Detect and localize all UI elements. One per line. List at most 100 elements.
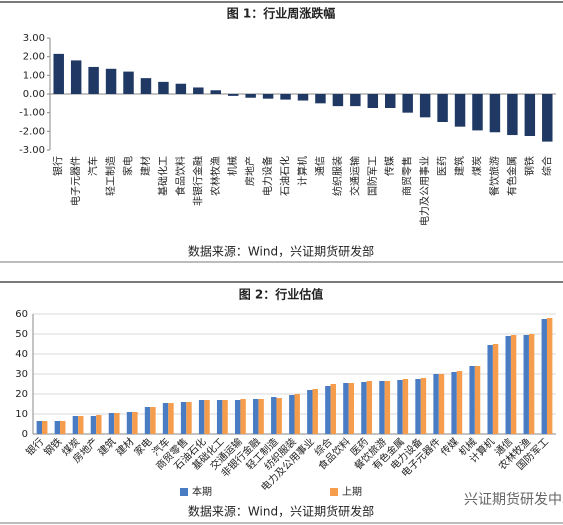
bar <box>385 94 396 108</box>
bar <box>78 416 84 434</box>
bar <box>523 335 529 434</box>
chart-title: 图 1：行业周涨跌幅 <box>227 6 336 21</box>
x-tick-label: 家电 <box>122 156 135 176</box>
legend-label: 本期 <box>192 485 212 498</box>
bar <box>315 94 326 104</box>
x-tick-label: 石油石化 <box>279 156 292 196</box>
y-tick-label: 0 <box>22 429 28 440</box>
bar <box>204 400 210 434</box>
y-tick-label: 30 <box>15 369 28 380</box>
y-tick-label: -1.00 <box>19 108 45 119</box>
y-tick-label: 1.00 <box>23 70 45 81</box>
x-tick-label: 餐饮旅游 <box>488 156 501 196</box>
x-tick-label: 煤炭 <box>470 156 483 176</box>
bar <box>60 421 66 434</box>
bar <box>454 94 466 127</box>
x-tick-label: 钢铁 <box>523 156 536 176</box>
legend-swatch <box>330 488 338 496</box>
y-tick-label: 0.00 <box>23 89 45 100</box>
y-tick-label: -3.00 <box>19 145 45 156</box>
bar <box>186 402 192 434</box>
x-tick-label: 建筑 <box>95 435 118 458</box>
source: 数据来源：Wind，兴证期货研发部 <box>188 244 374 259</box>
y-tick-label: 3.00 <box>23 33 45 44</box>
bar <box>96 415 102 434</box>
x-tick-label: 建筑 <box>453 156 466 176</box>
bar <box>379 381 385 434</box>
bar <box>330 384 336 434</box>
bar <box>510 335 517 434</box>
bar <box>433 374 439 434</box>
bar <box>528 334 535 434</box>
bar <box>541 319 547 434</box>
bar <box>438 374 445 434</box>
x-tick-label: 交通运输 <box>348 156 361 196</box>
bar <box>297 94 309 101</box>
bar <box>505 336 511 434</box>
bar <box>198 400 205 434</box>
bar <box>402 379 409 434</box>
bar <box>180 402 187 434</box>
bar <box>158 81 169 94</box>
bar <box>524 94 536 136</box>
bar <box>216 400 223 434</box>
bar <box>348 383 355 434</box>
bar <box>415 379 421 434</box>
bar <box>126 412 133 434</box>
bar <box>70 60 82 94</box>
bar <box>271 397 277 434</box>
x-tick-label: 综合 <box>540 156 553 176</box>
bar <box>469 366 475 434</box>
bar <box>366 381 373 434</box>
x-tick-label: 农林牧渔 <box>209 156 222 196</box>
bar <box>210 90 221 94</box>
x-tick-label: 汽车 <box>87 156 100 176</box>
y-tick-label: 10 <box>15 409 28 420</box>
bar <box>175 83 187 94</box>
bar <box>140 78 152 94</box>
source: 数据来源：Wind，兴证期货研发部 <box>188 504 374 519</box>
bar <box>105 68 117 94</box>
x-tick-label: 房地产 <box>244 156 257 186</box>
x-tick-label: 机械 <box>226 156 239 176</box>
bar <box>132 412 138 434</box>
x-tick-label: 电子元器件 <box>69 156 82 206</box>
bar <box>451 372 457 434</box>
bar <box>307 390 313 434</box>
legend-label: 上期 <box>342 486 362 498</box>
x-tick-label: 传媒 <box>438 436 461 459</box>
bar <box>90 416 97 434</box>
y-tick-label: 50 <box>15 329 28 340</box>
bar <box>419 94 431 118</box>
y-tick-label: 60 <box>15 309 28 320</box>
bar <box>420 378 427 434</box>
bar <box>456 371 463 434</box>
bar <box>397 380 403 434</box>
bar <box>258 399 264 434</box>
bar <box>144 407 151 434</box>
x-tick-label: 基础化工 <box>156 156 169 196</box>
bar <box>312 389 318 434</box>
bar <box>222 400 228 434</box>
watermark: 兴证期货研发中心 <box>464 491 563 508</box>
bar <box>325 386 331 434</box>
x-tick-label: 传媒 <box>384 156 396 176</box>
bar <box>507 94 518 136</box>
bar <box>546 318 553 434</box>
y-tick-label: 20 <box>15 389 28 400</box>
x-tick-label: 计算机 <box>296 156 309 186</box>
bar <box>150 407 156 434</box>
y-tick-label: 2.00 <box>23 52 45 63</box>
bar <box>88 66 99 94</box>
x-tick-label: 医药 <box>437 156 449 176</box>
bar <box>123 71 134 94</box>
x-tick-label: 有色金属 <box>505 156 518 196</box>
x-tick-label: 家电 <box>131 435 154 458</box>
x-tick-label: 建材 <box>113 435 136 458</box>
bar <box>332 94 344 107</box>
bar <box>289 395 295 434</box>
bar <box>234 400 241 434</box>
bar <box>240 399 246 434</box>
x-tick-label: 钢铁 <box>41 435 64 458</box>
